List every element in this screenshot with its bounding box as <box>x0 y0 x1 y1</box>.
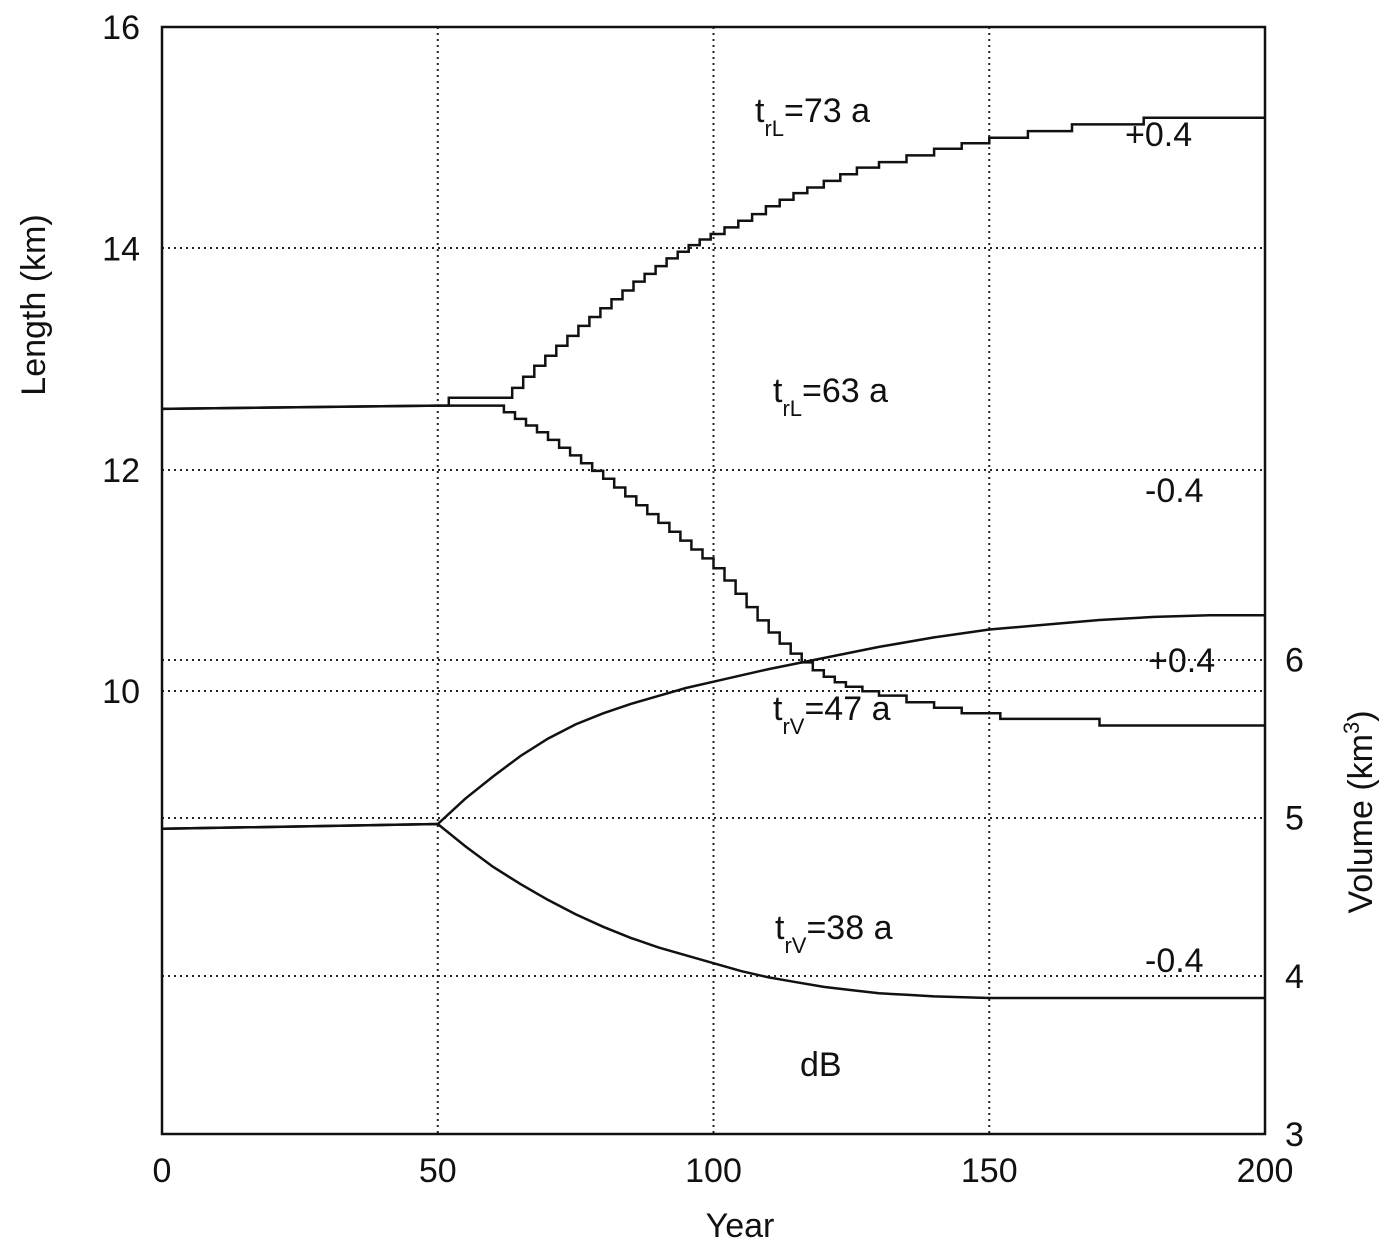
right-tick-label: 5 <box>1285 800 1304 838</box>
series-line-4 <box>161 822 1265 1000</box>
x-tick-label: 150 <box>961 1152 1018 1190</box>
series-group <box>161 116 1265 1000</box>
right-axis-title-close: ) <box>1342 710 1380 721</box>
annotation-length-plus: +0.4 <box>1125 116 1192 154</box>
right-tick-label: 3 <box>1285 1116 1304 1154</box>
x-tick-label: 50 <box>419 1152 457 1190</box>
annotation-trl-73: trL=73 a <box>755 92 870 141</box>
annotation-db: dB <box>800 1046 842 1084</box>
grid-lines <box>162 27 1265 1134</box>
series-line-3 <box>161 614 1265 831</box>
right-axis-title: Volume (km3) <box>1339 710 1380 913</box>
annotation-length-minus: -0.4 <box>1145 472 1204 510</box>
left-tick-label: 16 <box>102 9 140 47</box>
right-axis-title-sup: 3 <box>1339 722 1364 734</box>
annotation-trv-38: trV=38 a <box>775 909 893 958</box>
annotation-trv-47: trV=47 a <box>773 690 891 739</box>
annotation-trl-63: trL=63 a <box>773 372 888 421</box>
annotation-volume-plus: +0.4 <box>1148 642 1215 680</box>
series-line-1 <box>161 116 1265 411</box>
left-axis-title: Length (km) <box>15 214 53 395</box>
x-axis-title: Year <box>706 1207 775 1245</box>
annotation-volume-minus: -0.4 <box>1145 942 1204 980</box>
left-tick-label: 12 <box>102 452 140 490</box>
tick-labels: 0 50 100 150 200 10 12 14 16 3 4 5 6 <box>102 9 1304 1190</box>
right-axis-title-main: Volume (km <box>1342 734 1380 914</box>
left-tick-label: 14 <box>102 230 140 268</box>
x-tick-label: 200 <box>1237 1152 1294 1190</box>
right-tick-label: 6 <box>1285 642 1304 680</box>
series-line-2 <box>161 404 1265 727</box>
right-tick-label: 4 <box>1285 958 1304 996</box>
x-tick-label: 100 <box>685 1152 742 1190</box>
x-tick-label: 0 <box>153 1152 172 1190</box>
plot-frame <box>160 25 1267 1136</box>
left-tick-label: 10 <box>102 673 140 711</box>
